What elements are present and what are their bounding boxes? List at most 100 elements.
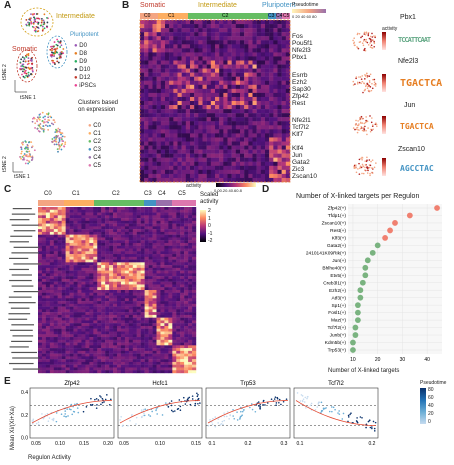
y-tick-label: 0.2 <box>21 413 28 419</box>
heatmap-cell <box>256 64 262 69</box>
heatmap-cell <box>160 287 165 291</box>
x-tick-label: 0.1 <box>209 441 216 447</box>
heatmap-cell <box>192 364 197 368</box>
heatmap-cell <box>273 56 278 61</box>
heatmap-cell <box>181 52 187 57</box>
heatmap-cell <box>168 276 173 280</box>
heatmap-cell <box>53 314 58 318</box>
heatmap-cell <box>65 301 70 305</box>
heatmap-cell <box>97 345 102 349</box>
heatmap-cell <box>152 169 157 175</box>
heatmap-cell <box>223 141 228 146</box>
heatmap-cell <box>210 84 216 90</box>
tsne-point <box>364 160 367 162</box>
heatmap-cell <box>97 240 102 244</box>
heatmap-cell <box>194 145 199 150</box>
heatmap-cell <box>81 212 86 216</box>
heatmap-cell <box>144 113 149 118</box>
tsne-point <box>356 81 359 84</box>
heatmap-cell <box>148 317 153 321</box>
heatmap-cell <box>156 20 162 25</box>
heatmap-cell <box>148 76 153 81</box>
heatmap-cell <box>65 359 70 363</box>
heatmap-cell <box>38 314 43 318</box>
heatmap-cell <box>113 234 118 238</box>
heatmap-cell <box>61 256 66 260</box>
tsne-point <box>25 56 28 58</box>
tsne-point <box>359 41 362 43</box>
heatmap-cell <box>132 337 137 340</box>
heatmap-cell <box>152 44 157 49</box>
heatmap-cell <box>252 121 257 126</box>
heatmap-cell <box>57 356 62 360</box>
heatmap-cell <box>210 56 216 61</box>
heatmap-cell <box>188 231 193 235</box>
heatmap-cell <box>256 113 262 118</box>
heatmap-cell <box>77 328 82 332</box>
heatmap-cell <box>97 298 102 302</box>
heatmap-cell <box>194 84 199 90</box>
data-point <box>220 423 223 425</box>
heatmap-cell <box>273 88 278 94</box>
heatmap-cell <box>219 105 224 110</box>
heatmap-cell <box>198 76 203 81</box>
heatmap-cell <box>194 96 199 102</box>
heatmap-cell <box>45 337 51 340</box>
heatmap-cell <box>45 267 51 271</box>
heatmap-cell <box>148 350 153 354</box>
heatmap-cell <box>184 242 189 246</box>
heatmap-cell <box>188 220 193 224</box>
heatmap-cell <box>190 117 195 122</box>
heatmap-cell <box>210 141 216 146</box>
heatmap-cell <box>160 226 165 230</box>
heatmap-cell <box>124 309 130 313</box>
heatmap-cell <box>73 317 78 321</box>
heatmap-cell <box>41 323 47 327</box>
axis-tsne2-bottom: tSNE 2 <box>2 156 8 172</box>
heatmap-cell <box>215 64 220 69</box>
heatmap-cell <box>144 256 149 260</box>
heatmap-cell <box>132 209 137 213</box>
data-point <box>196 392 198 395</box>
heatmap-cell <box>180 323 185 327</box>
heatmap-cell <box>169 161 174 166</box>
heatmap-cell <box>227 177 232 183</box>
heatmap-cell <box>128 207 133 210</box>
heatmap-cell <box>184 215 189 219</box>
heatmap-cell <box>85 245 90 249</box>
heatmap-cell <box>210 113 216 118</box>
tsne-point <box>367 89 370 92</box>
heatmap-cell <box>164 367 169 371</box>
heatmap-cell <box>184 356 189 360</box>
heatmap-cell <box>156 370 161 374</box>
activity-ticks: 0.00.20.40.60.8 <box>214 188 242 193</box>
heatmap-cell <box>192 234 197 238</box>
heatmap-cell <box>85 320 90 324</box>
heatmap-cell <box>184 337 189 340</box>
heatmap-cell <box>260 109 266 114</box>
data-point <box>101 397 104 400</box>
heatmap-cell <box>81 218 86 222</box>
heatmap-cell <box>202 173 207 179</box>
data-point <box>77 411 80 414</box>
heatmap-cell <box>81 229 86 233</box>
heatmap-cell <box>120 356 126 360</box>
heatmap-cell <box>65 215 70 219</box>
tsne-point <box>46 125 49 128</box>
data-point <box>250 403 253 405</box>
cluster-bar-c1 <box>158 13 188 19</box>
heatmap-cell <box>260 32 266 37</box>
heatmap-cell <box>61 364 66 368</box>
heatmap-cell <box>184 350 189 354</box>
heatmap-cell <box>265 32 270 37</box>
heatmap-cell <box>235 80 241 85</box>
heatmap-cell <box>148 165 153 171</box>
heatmap-cell <box>109 334 114 338</box>
tsne-point <box>365 38 368 41</box>
tsne-point <box>53 61 56 64</box>
tsne-point <box>366 72 368 75</box>
x-tick-label: 30 <box>400 357 406 363</box>
heatmap-cell <box>124 290 130 293</box>
heatmap-cell <box>206 92 212 98</box>
heatmap-cell <box>89 218 94 222</box>
